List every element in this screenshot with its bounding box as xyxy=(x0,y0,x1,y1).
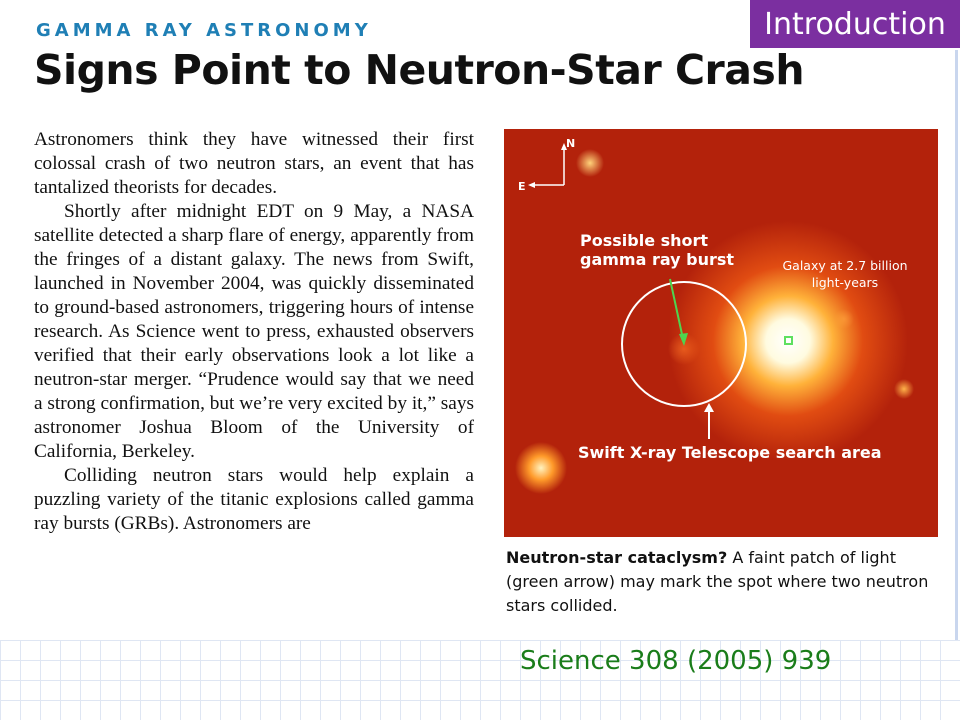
compass-east-label: E xyxy=(518,180,526,193)
slide-background-grid xyxy=(0,640,960,720)
search-area-label: Swift X-ray Telescope search area xyxy=(578,443,882,462)
article-paragraph: Shortly after midnight EDT on 9 May, a N… xyxy=(34,201,474,462)
green-arrow xyxy=(669,278,684,340)
green-arrowhead xyxy=(679,333,688,346)
article-kicker: GAMMA RAY ASTRONOMY xyxy=(36,20,372,41)
image-annotations xyxy=(528,143,793,439)
article-paragraph: Colliding neutron stars would help expla… xyxy=(34,465,474,534)
article-paragraph: Astronomers think they have witnessed th… xyxy=(34,129,474,198)
article-body: Astronomers think they have witnessed th… xyxy=(34,128,474,640)
search-area-circle xyxy=(621,281,747,407)
figure-caption: Neutron-star cataclysm? A faint patch of… xyxy=(506,546,940,618)
compass-east-arrowhead xyxy=(528,182,535,188)
section-tag: Introduction xyxy=(750,0,960,48)
burst-label: Possible short gamma ray burst xyxy=(580,231,735,269)
slide-border-line xyxy=(955,50,958,640)
caption-text: A faint patch of light (green arrow) may… xyxy=(506,548,929,615)
search-area-pointer-head xyxy=(704,403,714,412)
astronomy-image: N E Possible short gamma ray burst Galax… xyxy=(504,129,938,537)
compass-north-arrowhead xyxy=(561,143,567,150)
galaxy-marker xyxy=(784,336,793,345)
caption-lead: Neutron-star cataclysm? xyxy=(506,548,728,567)
galaxy-label: Galaxy at 2.7 billion light-years xyxy=(782,258,908,290)
citation: Science 308 (2005) 939 xyxy=(520,646,832,676)
article-headline: Signs Point to Neutron-Star Crash xyxy=(34,46,805,94)
compass-north-label: N xyxy=(566,137,576,150)
